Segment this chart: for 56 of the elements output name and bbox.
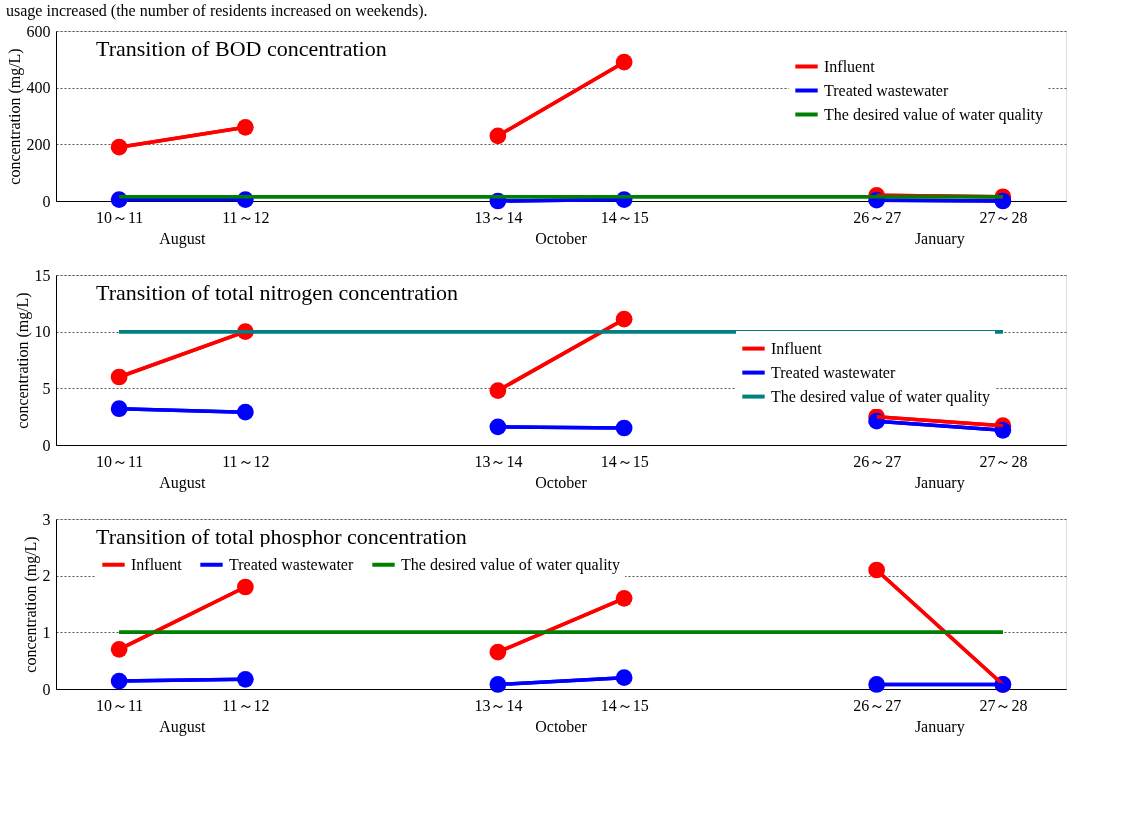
y-tick-label: 2 bbox=[42, 567, 51, 585]
legend-label: Influent bbox=[131, 555, 183, 573]
y-tick-label: 10 bbox=[34, 323, 51, 341]
y-tick-label: 5 bbox=[42, 379, 51, 397]
x-tick-label: 10～11 bbox=[95, 208, 144, 226]
x-tick-label: 11～12 bbox=[222, 208, 270, 226]
text: October bbox=[535, 230, 588, 247]
y-tick-label: 15 bbox=[34, 266, 51, 284]
chart-title: Transition of total nitrogen concentration bbox=[96, 280, 459, 305]
legend-label: The desired value of water quality bbox=[401, 555, 621, 574]
y-tick-label: 400 bbox=[26, 79, 51, 97]
chart-title: Transition of total phosphor concentration bbox=[96, 524, 467, 549]
y-tick-label: 0 bbox=[42, 192, 51, 210]
x-tick-label: 11～12 bbox=[222, 452, 270, 470]
x-tick-label: 10～11 bbox=[95, 696, 144, 714]
x-tick-label: 13～14 bbox=[474, 208, 523, 226]
x-tick-label: 27～28 bbox=[979, 452, 1028, 470]
x-tick-label: 26～27 bbox=[853, 452, 902, 470]
y-tick-label: 0 bbox=[42, 680, 51, 698]
x-tick-label: 11～12 bbox=[222, 696, 270, 714]
y-axis-title: concentration (mg/L) bbox=[21, 536, 40, 673]
y-tick-label: 3 bbox=[42, 510, 51, 528]
x-tick-label: 14～15 bbox=[600, 696, 649, 714]
x-tick-label: 10～11 bbox=[95, 452, 144, 470]
x-tick-label: 26～27 bbox=[853, 208, 902, 226]
legend-label: Influent bbox=[771, 339, 823, 357]
legend-label: Treated wastewater bbox=[824, 81, 949, 99]
x-tick-label: 13～14 bbox=[474, 696, 523, 714]
legend-label: The desired value of water quality bbox=[771, 387, 991, 406]
legend-label: Treated wastewater bbox=[229, 555, 354, 573]
y-axis-title: concentration (mg/L) bbox=[5, 48, 24, 185]
x-tick-label: 26～27 bbox=[853, 696, 902, 714]
text: August bbox=[159, 474, 206, 492]
y-tick-label: 1 bbox=[42, 623, 51, 641]
x-tick-label: 13～14 bbox=[474, 452, 523, 470]
y-tick-label: 200 bbox=[26, 135, 51, 153]
x-tick-label: 27～28 bbox=[979, 208, 1028, 226]
chart-title: Transition of BOD concentration bbox=[96, 36, 387, 61]
y-tick-label: 0 bbox=[42, 436, 51, 454]
x-tick-label: 27～28 bbox=[979, 696, 1028, 714]
legend-label: The desired value of water quality bbox=[824, 105, 1044, 124]
x-tick-label: 14～15 bbox=[600, 208, 649, 226]
y-tick-label: 600 bbox=[26, 22, 51, 40]
y-axis-title: concentration (mg/L) bbox=[13, 292, 32, 429]
legend-label: Influent bbox=[824, 57, 876, 75]
x-tick-label: 14～15 bbox=[600, 452, 649, 470]
text: January bbox=[914, 474, 965, 492]
text: January bbox=[914, 718, 965, 736]
chart-subtitle: usage increased (the number of residents increased on weekends). bbox=[6, 2, 428, 20]
text: August bbox=[159, 718, 206, 736]
text: October bbox=[535, 718, 588, 735]
text: October bbox=[535, 474, 588, 491]
text: January bbox=[914, 230, 965, 248]
point bbox=[868, 676, 885, 693]
text: August bbox=[159, 230, 206, 248]
legend-label: Treated wastewater bbox=[771, 363, 896, 381]
